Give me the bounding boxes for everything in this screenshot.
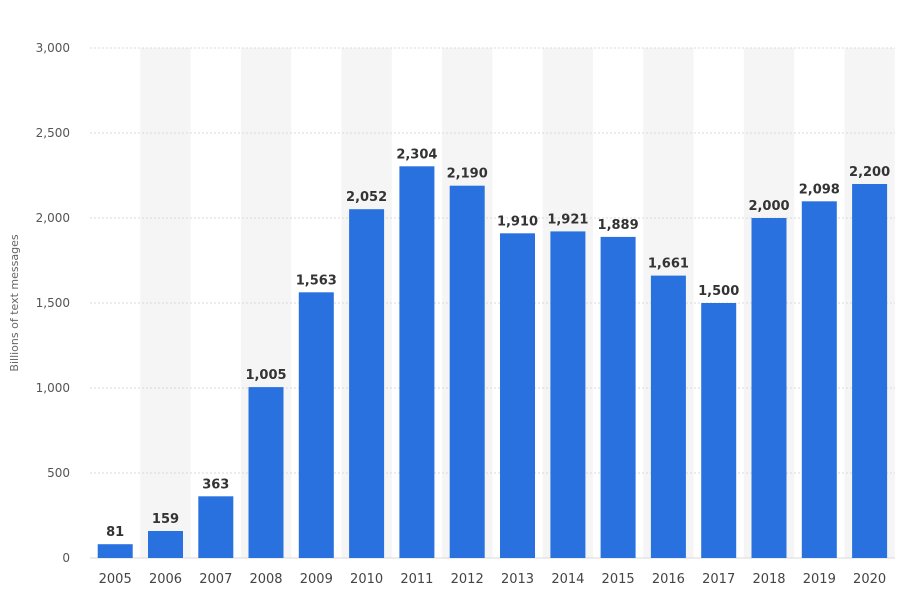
bar-2018 (751, 218, 787, 558)
x-axis-ticks: 2005 2006 2007 2008 2009 2010 2011 2012 2013 2014… (99, 572, 886, 587)
bar-2010 (349, 209, 385, 558)
y-tick-label: 1,500 (36, 296, 70, 310)
x-tick-label-2008: 2008 (249, 572, 282, 587)
x-tick-label-2014: 2014 (551, 572, 584, 587)
y-tick-label: 1,000 (36, 381, 70, 395)
data-label-2014: 1,921 (547, 212, 588, 227)
data-label-2012: 2,190 (447, 167, 488, 182)
bar-2016 (650, 275, 686, 558)
data-label-2008: 1,005 (245, 368, 286, 383)
bar-2015 (600, 236, 636, 558)
data-label-2006: 159 (152, 512, 179, 527)
data-label-2009: 1,563 (296, 273, 337, 288)
x-tick-label-2015: 2015 (602, 572, 635, 587)
y-tick-label: 500 (47, 466, 70, 480)
bar-2005 (97, 544, 133, 558)
bar-2008 (248, 387, 284, 558)
data-label-2005: 81 (106, 525, 124, 540)
y-tick-label: 2,500 (36, 126, 70, 140)
bar-2017 (701, 303, 737, 558)
y-tick-label: 0 (62, 551, 70, 565)
bar-2014 (550, 231, 586, 558)
x-tick-label-2006: 2006 (149, 572, 182, 587)
bars (97, 166, 888, 559)
data-label-2018: 2,000 (748, 199, 789, 214)
bar-2009 (298, 292, 334, 558)
bar-2020 (852, 184, 888, 558)
bar-2019 (801, 201, 837, 559)
x-tick-label-2016: 2016 (652, 572, 685, 587)
data-label-2010: 2,052 (346, 190, 387, 205)
x-tick-label-2010: 2010 (350, 572, 383, 587)
bar-2012 (449, 185, 485, 558)
bar-2006 (148, 531, 183, 558)
bar-2013 (500, 233, 535, 559)
x-tick-label-2013: 2013 (501, 572, 534, 587)
x-tick-label-2019: 2019 (803, 572, 836, 587)
bar-2011 (399, 166, 435, 559)
x-tick-label-2020: 2020 (853, 572, 886, 587)
data-label-2016: 1,661 (648, 257, 689, 272)
y-axis-ticks: 0 500 1,000 1,500 2,000 2,500 3,000 (36, 41, 70, 565)
x-tick-label-2018: 2018 (752, 572, 785, 587)
data-label-2020: 2,200 (849, 165, 890, 180)
data-label-2013: 1,910 (497, 214, 538, 229)
x-tick-label-2017: 2017 (702, 572, 735, 587)
data-labels: 81 159 363 1,005 1,563 2,052 2,304 2,190 1,910 1,… (106, 147, 890, 540)
data-label-2011: 2,304 (396, 147, 437, 162)
x-tick-label-2005: 2005 (99, 572, 132, 587)
data-label-2019: 2,098 (799, 182, 840, 197)
y-axis-title: Billions of text messages (8, 234, 21, 371)
data-label-2007: 363 (202, 477, 229, 492)
x-tick-label-2007: 2007 (199, 572, 232, 587)
x-tick-label-2009: 2009 (300, 572, 333, 587)
y-tick-label: 2,000 (36, 211, 70, 225)
x-tick-label-2011: 2011 (400, 572, 433, 587)
data-label-2015: 1,889 (598, 218, 639, 233)
x-tick-label-2012: 2012 (451, 572, 484, 587)
y-tick-label: 3,000 (36, 41, 70, 55)
bar-2007 (198, 496, 234, 558)
data-label-2017: 1,500 (698, 284, 739, 299)
